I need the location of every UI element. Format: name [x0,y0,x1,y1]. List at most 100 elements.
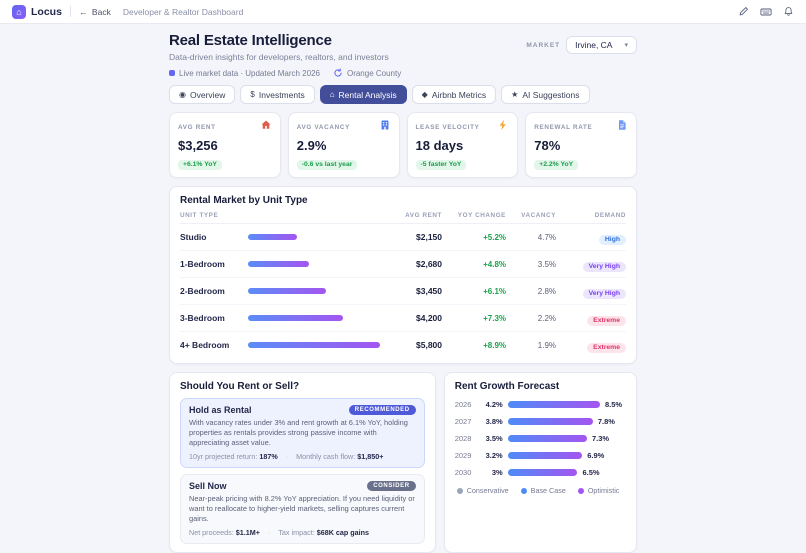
table-header: Unit Type Avg Rent YoY Change Vacancy De… [180,212,626,224]
kpi-value: 18 days [415,138,464,153]
tab-label: Airbnb Metrics [431,89,487,100]
rent-bar [248,288,326,294]
legend-item: Conservative [456,486,509,495]
avg-rent: $2,680 [416,259,442,269]
tab-label: AI Suggestions [522,89,580,100]
rent-bar-track [248,288,380,294]
kpi-card-avg-rent: AVG RENT $3,256 +6.1% YoY [169,112,281,178]
kpi-value: 78% [534,138,561,153]
forecast-bar [507,418,593,425]
tab-airbnb-metrics[interactable]: ◆ Airbnb Metrics [411,85,497,104]
table-row: Studio $2,150 +5.2% 4.7% High [180,224,626,251]
yoy-change: +8.9% [483,340,506,350]
card-title: Should You Rent or Sell? [180,381,300,392]
ai-suggestions-icon: ★ [511,90,519,99]
airbnb-metrics-icon: ◆ [421,90,428,99]
page-heading: Real Estate Intelligence Data-driven ins… [169,32,389,62]
card-title: Rent Growth Forecast [454,381,560,392]
dashboard-context-label: Developer & Realtor Dashboard [122,6,244,17]
tab-investments[interactable]: $ Investments [240,85,315,104]
legend-dot-optimistic [577,487,584,494]
vacancy: 1.9% [537,340,556,350]
topbar-divider [69,6,71,17]
house-icon [260,118,272,136]
demand-badge: Very High [582,261,626,272]
forecast-row: 2029 3.2% 6.9% [455,451,626,460]
avg-rent: $5,800 [416,340,442,350]
forecast-low: 3.2% [485,451,503,460]
notifications-button[interactable] [783,6,794,17]
overview-icon: ◉ [179,90,186,99]
option-stat: Monthly cash flow: $1,850+ [286,452,383,461]
refresh-icon [334,68,342,77]
table-row: 2-Bedroom $3,450 +6.1% 2.8% Very High [180,278,626,305]
back-label: Back [91,6,111,17]
tab-overview[interactable]: ◉ Overview [169,85,236,104]
forecast-low: 3.8% [485,417,503,426]
forecast-year: 2028 [454,434,472,443]
tab-ai-suggestions[interactable]: ★ AI Suggestions [501,85,590,104]
consider-badge: CONSIDER [367,480,416,491]
kpi-card-avg-vacancy: AVG VACANCY 2.9% -0.6 vs last year [287,112,400,178]
option-stat: Tax impact: $68K cap gains [268,528,369,537]
forecast-year: 2029 [454,451,472,460]
column-header-vacancy: Vacancy [521,212,556,219]
unit-type: 2-Bedroom [180,286,225,296]
lightning-icon [497,118,509,136]
kpi-value: 2.9% [296,138,327,153]
forecast-bar [507,469,578,476]
document-icon [616,118,628,136]
kpi-trend-badge: +2.2% YoY [534,159,579,170]
forecast-bar [507,452,583,459]
forecast-legend: Conservative Base Case Optimistic [455,486,626,495]
option-name: Hold as Rental [189,405,252,415]
forecast-bar [507,435,587,442]
kpi-label: LEASE VELOCITY [415,123,480,131]
option-stat: 10yr projected return: 187% [189,451,278,461]
live-data-text: Live market data · Updated March 2026 [179,68,320,78]
kpi-card-lease-velocity: LEASE VELOCITY 18 days -5 faster YoY [406,112,519,178]
rent-bar [248,342,380,348]
kpi-label: AVG VACANCY [296,123,351,131]
brand-link[interactable]: ⌂ Locus [12,4,62,19]
unit-type-table-card: Rental Market by Unit Type Unit Type Avg… [169,186,637,364]
forecast-low: 3% [491,468,503,477]
back-button[interactable]: ← Back [79,7,111,17]
topbar: ⌂ Locus ← Back Developer & Realtor Dashb… [0,0,806,24]
rent-growth-forecast-card: Rent Growth Forecast 2026 4.2% 8.5% 2027… [443,372,637,553]
rental-analysis-icon: ⌂ [329,90,335,99]
live-dot-icon [169,70,175,76]
market-label: MARKET [526,41,561,49]
page-title: Real Estate Intelligence [169,32,332,49]
table-title: Rental Market by Unit Type [180,195,308,206]
demand-badge: High [598,234,626,245]
market-select[interactable]: Irvine, CA ▾ [566,36,637,54]
tab-rental-analysis[interactable]: ⌂ Rental Analysis [319,85,407,104]
legend-item: Optimistic [577,486,619,495]
recommended-badge: RECOMMENDED [348,405,416,415]
kpi-grid: AVG RENT $3,256 +6.1% YoY AVG VACANCY 2.… [169,112,637,178]
option-description: With vacancy rates under 3% and rent gro… [189,418,408,447]
tab-label: Rental Analysis [338,89,397,100]
forecast-row: 2028 3.5% 7.3% [455,434,626,443]
edit-button[interactable] [738,6,749,17]
vacancy: 4.7% [537,232,556,242]
unit-type: 1-Bedroom [180,259,225,269]
demand-badge: Very High [582,288,626,299]
keyboard-icon [760,8,772,15]
keyboard-shortcuts-button[interactable] [760,6,772,18]
kpi-card-renewal-rate: RENEWAL RATE 78% +2.2% YoY [525,112,637,178]
kpi-label: RENEWAL RATE [534,123,593,131]
live-data-status: Live market data · Updated March 2026 [169,69,320,78]
demand-badge: Extreme [587,342,626,353]
unit-type: 4+ Bedroom [180,340,230,350]
forecast-year: 2030 [454,468,472,477]
market-selector-group: MARKET Irvine, CA ▾ [526,36,637,54]
kpi-trend-badge: -0.6 vs last year [296,159,358,170]
forecast-bar [507,401,600,408]
market-value: Irvine, CA [575,40,613,50]
column-header-avg-rent: Avg Rent [405,212,442,219]
status-row: Live market data · Updated March 2026 Or… [169,68,637,78]
region-button[interactable]: Orange County [333,68,401,78]
forecast-low: 3.5% [485,434,503,443]
